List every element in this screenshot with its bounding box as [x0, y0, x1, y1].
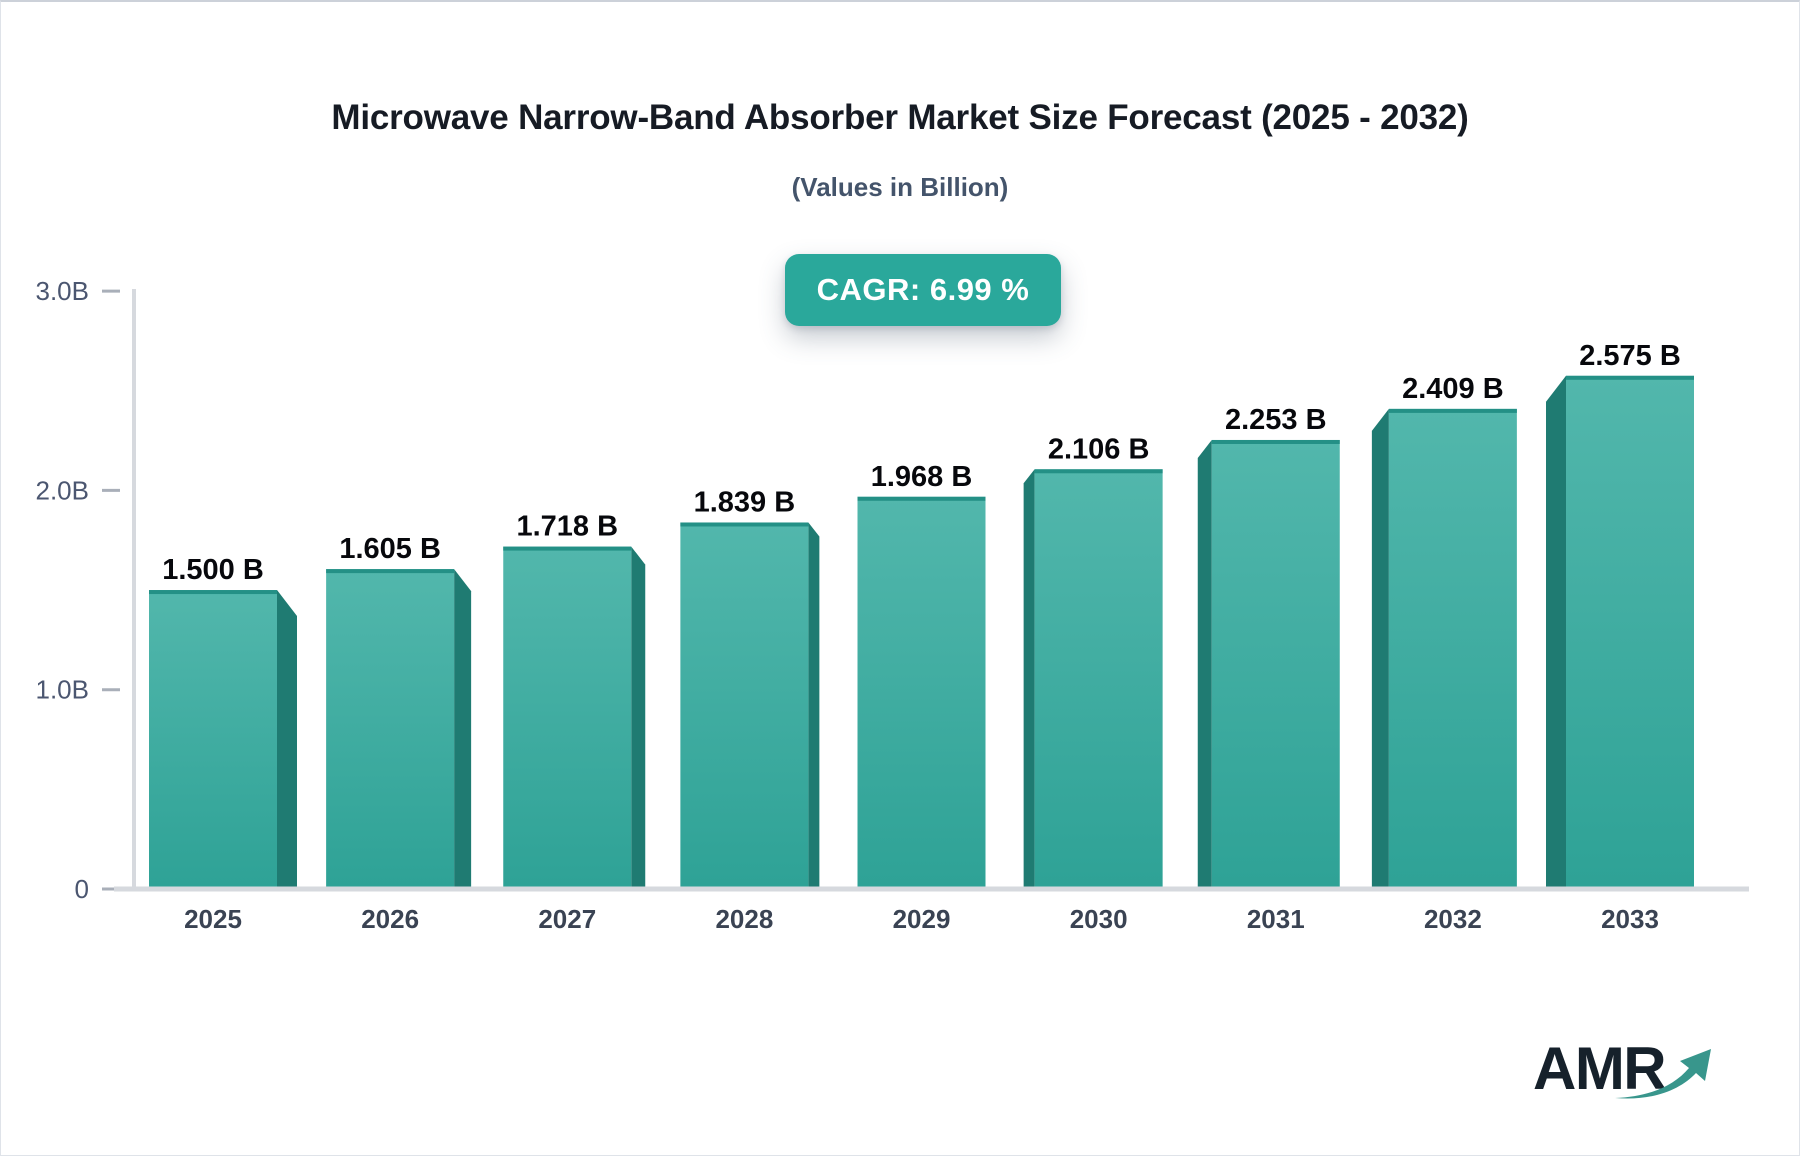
bar-group: 1.718 B 2027 — [503, 511, 646, 934]
x-axis-label: 2027 — [538, 904, 596, 934]
bar-group: 1.839 B 2028 — [680, 486, 820, 934]
bar-side — [1023, 469, 1035, 889]
bar — [1566, 375, 1694, 889]
bar-group: 2.106 B 2030 — [1023, 433, 1163, 934]
growth-arrow-icon — [1615, 1049, 1711, 1099]
logo-text: AMR — [1533, 1035, 1667, 1102]
bar-group: 2.409 B 2032 — [1371, 373, 1517, 934]
bar-top-edge — [326, 569, 455, 574]
bar — [326, 569, 455, 889]
y-axis-tick-label: 3.0B — [36, 276, 90, 306]
bar-top-edge — [1211, 439, 1340, 444]
y-axis-tick-label: 1.0B — [36, 675, 90, 705]
x-axis-label: 2030 — [1070, 904, 1128, 934]
bar-top-edge — [1034, 469, 1163, 474]
page-title: Microwave Narrow-Band Absorber Market Si… — [331, 98, 1469, 137]
bar-side — [631, 546, 646, 889]
page-subtitle: (Values in Billion) — [791, 172, 1009, 202]
bar-top-edge — [149, 590, 277, 595]
bar-side — [1371, 408, 1389, 889]
bar — [1211, 439, 1340, 889]
x-axis-label: 2032 — [1424, 904, 1482, 934]
bar-group: 1.605 B 2026 — [326, 533, 472, 934]
bar — [857, 496, 986, 889]
bar — [149, 590, 277, 889]
bar-value-label: 1.500 B — [162, 554, 264, 586]
bar-group: 2.253 B 2031 — [1197, 404, 1340, 934]
x-axis-label: 2026 — [361, 904, 419, 934]
bar-group: 1.968 B 2029 — [857, 461, 986, 934]
bar-value-label: 1.718 B — [516, 511, 618, 543]
bar-value-label: 2.409 B — [1402, 373, 1504, 405]
x-axis-label: 2029 — [893, 904, 951, 934]
bar-side — [1546, 375, 1566, 889]
y-axis-tick-label: 0 — [75, 874, 89, 904]
bar-value-label: 1.839 B — [694, 486, 796, 518]
bar-value-label: 1.605 B — [339, 533, 441, 565]
bar-value-label: 1.968 B — [871, 461, 973, 493]
bar-value-label: 2.106 B — [1048, 433, 1150, 465]
bar-side — [808, 522, 820, 889]
y-axis-tick-label: 2.0B — [36, 475, 90, 505]
bar — [503, 546, 632, 889]
bar-side — [1197, 439, 1212, 889]
bar — [1034, 469, 1163, 889]
bar-top-edge — [1566, 375, 1694, 380]
cagr-badge: CAGR: 6.99 % — [785, 254, 1061, 326]
bar-top-edge — [857, 496, 986, 501]
bar-group: 1.500 B 2025 — [149, 554, 297, 934]
bar-group: 2.575 B 2033 — [1546, 340, 1694, 934]
bar-side — [454, 569, 472, 889]
bar — [680, 522, 809, 889]
amr-logo: AMR — [1529, 1030, 1749, 1120]
bar-side — [277, 590, 297, 889]
bar-value-label: 2.575 B — [1579, 340, 1681, 372]
bar-top-edge — [680, 522, 809, 527]
bar-top-edge — [1388, 408, 1517, 413]
x-axis-label: 2031 — [1247, 904, 1305, 934]
x-axis-label: 2028 — [715, 904, 773, 934]
bar — [1388, 408, 1517, 889]
bar-value-label: 2.253 B — [1225, 404, 1327, 436]
x-axis-label: 2025 — [184, 904, 242, 934]
bar-top-edge — [503, 546, 632, 551]
x-axis-label: 2033 — [1601, 904, 1659, 934]
